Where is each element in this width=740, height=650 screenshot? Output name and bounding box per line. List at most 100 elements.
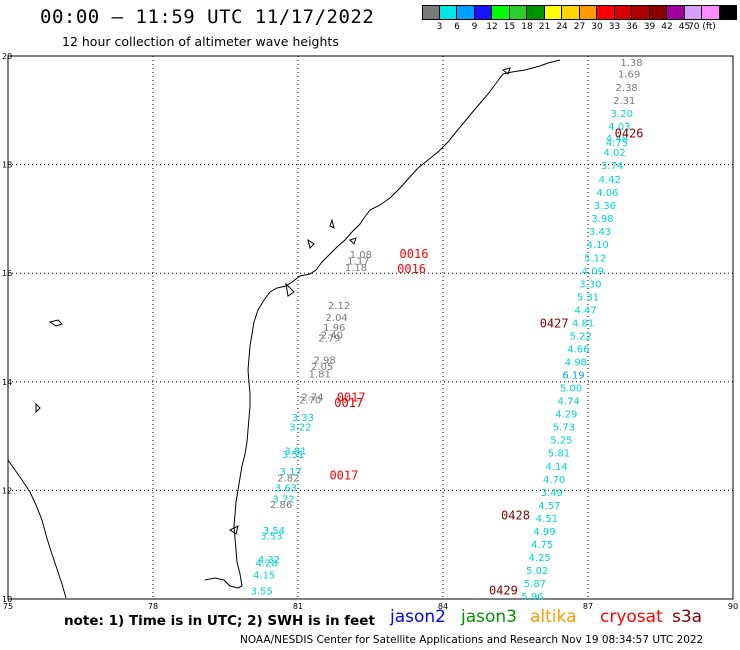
- color-scale-bar: [422, 5, 737, 20]
- wave-height-value: 3.53: [260, 531, 282, 542]
- map-subtitle: 12 hour collection of altimeter wave hei…: [62, 34, 339, 49]
- color-swatch: [492, 5, 510, 20]
- color-swatch: [667, 5, 685, 20]
- wave-height-value: 3.49: [541, 488, 563, 499]
- color-swatch: [527, 5, 545, 20]
- wave-height-value: 5.25: [550, 436, 572, 447]
- pass-time-label: 0429: [489, 584, 518, 598]
- wave-height-value: 1.18: [345, 263, 367, 274]
- wave-height-value: 4.99: [533, 527, 555, 538]
- wave-height-value: 5.87: [524, 579, 546, 590]
- y-tick-label: 20: [2, 52, 12, 61]
- wave-height-value: 2.38: [616, 83, 638, 94]
- wave-height-value: 5.73: [553, 423, 575, 434]
- island-7: [501, 67, 511, 75]
- wave-height-value: 3.20: [611, 109, 633, 120]
- wave-height-value: 4.29: [555, 410, 577, 421]
- wave-height-value: 2.31: [613, 96, 635, 107]
- footer-note: note: 1) Time is in UTC; 2) SWH is in fe…: [64, 613, 375, 629]
- wave-height-value: 5.22: [570, 331, 592, 342]
- wave-height-value: 3.17: [280, 467, 302, 478]
- pass-time-label: 0017: [329, 469, 358, 483]
- x-tick-label: 90: [728, 602, 738, 611]
- map-frame: [7, 55, 734, 600]
- pass-time-label: 0426: [615, 126, 644, 140]
- pass-time-label: 0428: [501, 509, 530, 523]
- wave-height-value: 1.81: [309, 369, 331, 380]
- wave-height-value: 2.12: [328, 301, 350, 312]
- wave-height-value: 2.04: [326, 313, 348, 324]
- color-scale-label: 30: [591, 22, 603, 32]
- wave-height-value: 4.75: [606, 138, 628, 149]
- pass-time-label: 0016: [400, 247, 429, 261]
- pass-time-label: 0017: [334, 396, 363, 410]
- color-swatch: [684, 5, 702, 20]
- wave-height-value: 4.57: [538, 501, 560, 512]
- island-5: [285, 282, 295, 297]
- x-tick-label: 75: [3, 602, 13, 611]
- x-tick-label: 81: [293, 602, 303, 611]
- satellite-legend-jason3: jason3: [461, 607, 517, 627]
- x-tick-label: 87: [583, 602, 593, 611]
- wave-height-value: 3.22: [289, 423, 311, 434]
- axis-labels: 75 78 81 84 87 90 20 18 16 14 12 10: [2, 52, 738, 611]
- wave-height-value: 4.48: [606, 134, 628, 145]
- wave-height-value: 4.98: [565, 358, 587, 369]
- wave-height-value: 4.25: [529, 553, 551, 564]
- graticule: [8, 56, 733, 599]
- color-swatch: [422, 5, 440, 20]
- wave-height-value: 4.51: [536, 514, 558, 525]
- y-tick-label: 14: [2, 378, 12, 387]
- wave-height-value: 4.14: [545, 462, 567, 473]
- color-scale-label: 3: [436, 22, 443, 32]
- wave-height-value: 3.63: [275, 483, 297, 494]
- wave-height-value: 4.06: [596, 188, 618, 199]
- wave-height-value: 3.30: [579, 279, 601, 290]
- wave-height-value: 4.75: [531, 540, 553, 551]
- color-scale-label: 36: [626, 22, 638, 32]
- wave-height-value: 3.54: [263, 526, 285, 537]
- wave-height-value: 4.10: [587, 240, 609, 251]
- color-scale-label: 27: [573, 22, 586, 32]
- wave-height-value: 1.96: [323, 323, 345, 334]
- wave-height-value: 3.51: [282, 450, 304, 461]
- color-swatch: [702, 5, 720, 20]
- color-scale-label: 42: [661, 22, 673, 32]
- coastline-main: [204, 59, 561, 589]
- wave-height-value: 4.15: [253, 570, 275, 581]
- wave-height-value: 5.31: [577, 292, 599, 303]
- y-tick-label: 10: [2, 595, 12, 604]
- wave-height-value: 2.74: [301, 392, 323, 403]
- wave-height-value: 5.02: [526, 566, 548, 577]
- color-swatch: [544, 5, 562, 20]
- wave-height-value: 2.98: [313, 355, 335, 366]
- y-tick-label: 18: [2, 161, 12, 170]
- wave-height-value: 2.70: [299, 396, 321, 407]
- wave-height-value: 4.74: [558, 397, 580, 408]
- wave-height-value: 4.42: [599, 175, 621, 186]
- wave-height-value: 2.40: [321, 330, 343, 341]
- wave-height-value: 3.55: [251, 587, 273, 598]
- wave-height-value: 3.98: [591, 214, 613, 225]
- wave-height-value: 2.86: [270, 500, 292, 511]
- color-scale-label: 45: [678, 22, 691, 32]
- credit-line: NOAA/NESDIS Center for Satellite Applica…: [240, 634, 704, 646]
- wave-height-value: 4.09: [582, 266, 604, 277]
- color-swatch: [719, 5, 737, 20]
- coastline-pacific: [7, 459, 67, 599]
- wave-height-value: 4.28: [255, 558, 277, 569]
- wave-height-value: 3.33: [292, 413, 314, 424]
- color-swatch: [562, 5, 580, 20]
- island-8: [349, 237, 357, 245]
- wave-height-value: 2.79: [318, 334, 340, 345]
- wave-height-value: 1.17: [347, 257, 369, 268]
- color-swatch: [439, 5, 457, 20]
- color-scale-labels: 3 6 9 12 15 18 21 24 27 30 33 36 39 42 45 70 (ft): [422, 22, 740, 34]
- wave-height-value: 5.81: [548, 449, 570, 460]
- color-scale-label: 18: [521, 22, 533, 32]
- y-tick-label: 12: [2, 486, 12, 495]
- color-swatch: [632, 5, 650, 20]
- color-swatch: [649, 5, 667, 20]
